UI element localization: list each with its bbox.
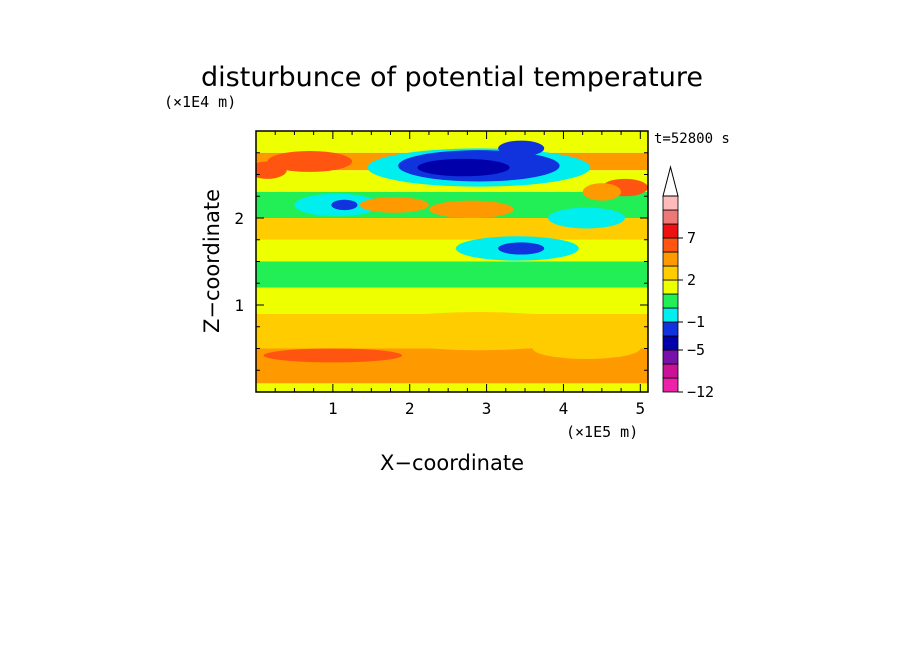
x-tick-label: 3 bbox=[482, 399, 492, 418]
field-feature-6 bbox=[267, 151, 353, 172]
colorbar-label: −5 bbox=[687, 341, 705, 359]
field-band-10 bbox=[256, 131, 648, 153]
colorbar-swatch bbox=[662, 223, 679, 239]
colorbar-swatch bbox=[662, 307, 679, 323]
colorbar-label: 2 bbox=[687, 271, 696, 289]
colorbar-swatch bbox=[662, 377, 679, 393]
x-tick-label: 4 bbox=[559, 399, 569, 418]
y-tick-label: 1 bbox=[234, 296, 244, 315]
colorbar-swatch bbox=[662, 293, 679, 309]
field-feature-13 bbox=[428, 200, 514, 218]
colorbar-label: −12 bbox=[687, 383, 714, 401]
x-axis-label: X−coordinate bbox=[380, 451, 524, 475]
colorbar-swatch bbox=[662, 237, 679, 253]
x-scale-label: (×1E5 m) bbox=[566, 423, 638, 441]
field-band-6 bbox=[256, 218, 648, 240]
field-feature-15 bbox=[363, 311, 595, 351]
field-band-5 bbox=[256, 239, 648, 262]
x-tick-label: 2 bbox=[405, 399, 415, 418]
field-band-4 bbox=[256, 261, 648, 288]
colorbar-swatch bbox=[662, 349, 679, 365]
colorbar-extend-arrow bbox=[662, 165, 679, 197]
colorbar: −12−5−127 bbox=[662, 165, 714, 401]
x-tick-label: 5 bbox=[635, 399, 645, 418]
colorbar-swatch bbox=[662, 251, 679, 267]
colorbar-swatch bbox=[662, 335, 679, 351]
field-feature-11 bbox=[498, 242, 545, 255]
field-feature-9 bbox=[582, 183, 622, 201]
colorbar-label: 7 bbox=[687, 229, 696, 247]
field-feature-3 bbox=[498, 140, 545, 157]
x-axis-ticks: 1 2 3 4 5 bbox=[274, 131, 645, 418]
field-band-0 bbox=[256, 383, 648, 392]
colorbar-swatch bbox=[662, 265, 679, 281]
colorbar-swatch bbox=[662, 209, 679, 225]
chart-title: disturbunce of potential temperature bbox=[201, 62, 703, 93]
y-tick-label: 2 bbox=[234, 209, 244, 228]
field-feature-5 bbox=[331, 199, 358, 211]
x-tick-label: 1 bbox=[328, 399, 338, 418]
field-feature-14 bbox=[359, 197, 429, 213]
time-label: t=52800 s bbox=[654, 131, 730, 147]
field-band-3 bbox=[256, 287, 648, 314]
field-feature-7 bbox=[256, 161, 287, 179]
y-axis-ticks: 12 bbox=[234, 152, 648, 371]
colorbar-swatch bbox=[662, 279, 679, 295]
colorbar-label: −1 bbox=[687, 313, 705, 331]
colorbar-swatch bbox=[662, 321, 679, 337]
colorbar-swatch bbox=[662, 363, 679, 379]
field-feature-2 bbox=[417, 158, 510, 177]
y-scale-label: (×1E4 m) bbox=[164, 93, 236, 111]
field-feature-16 bbox=[263, 348, 403, 363]
field-feature-12 bbox=[548, 207, 625, 229]
field-feature-17 bbox=[532, 338, 641, 359]
y-axis-label: Z−coordinate bbox=[200, 189, 224, 333]
field-fill bbox=[256, 131, 648, 392]
colorbar-swatch bbox=[662, 195, 679, 211]
